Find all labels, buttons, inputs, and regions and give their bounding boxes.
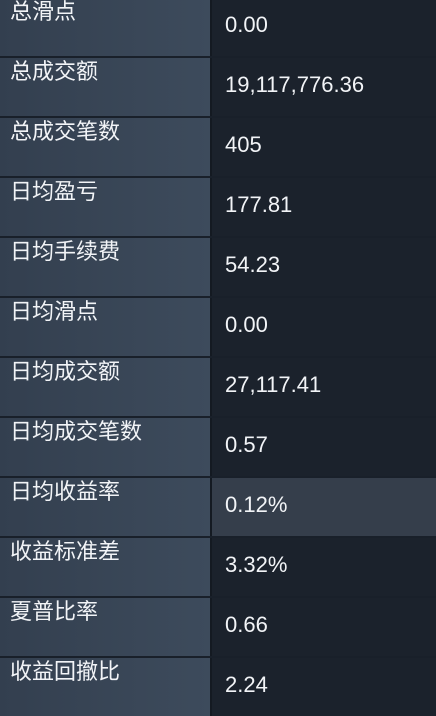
stat-label: 日均成交笔数 [0, 418, 212, 476]
stat-label: 日均手续费 [0, 238, 212, 296]
stat-value: 0.00 [212, 0, 436, 56]
stat-value: 54.23 [212, 238, 436, 296]
stat-label: 总成交额 [0, 58, 212, 116]
stat-value: 19,117,776.36 [212, 58, 436, 116]
stat-value: 177.81 [212, 178, 436, 236]
stat-row-return-drawdown-ratio: 收益回撤比 2.24 [0, 658, 436, 716]
stat-label: 日均滑点 [0, 298, 212, 356]
stat-row-sharpe-ratio: 夏普比率 0.66 [0, 598, 436, 656]
stat-label: 夏普比率 [0, 598, 212, 656]
stat-row-daily-trades: 日均成交笔数 0.57 [0, 418, 436, 476]
stat-label: 日均收益率 [0, 478, 212, 536]
stat-value: 27,117.41 [212, 358, 436, 416]
stat-label: 总滑点 [0, 0, 212, 56]
stat-value: 405 [212, 118, 436, 176]
stat-row-daily-pnl: 日均盈亏 177.81 [0, 178, 436, 236]
stat-label: 收益回撤比 [0, 658, 212, 716]
stat-label: 日均盈亏 [0, 178, 212, 236]
stat-label: 日均成交额 [0, 358, 212, 416]
stat-row-total-trades: 总成交笔数 405 [0, 118, 436, 176]
stat-value: 0.12% [212, 478, 436, 536]
stat-value: 0.66 [212, 598, 436, 656]
stat-label: 收益标准差 [0, 538, 212, 596]
stat-value: 0.57 [212, 418, 436, 476]
stat-row-daily-return: 日均收益率 0.12% [0, 478, 436, 536]
stat-value: 2.24 [212, 658, 436, 716]
stat-value: 3.32% [212, 538, 436, 596]
stat-label: 总成交笔数 [0, 118, 212, 176]
stat-row-daily-slippage: 日均滑点 0.00 [0, 298, 436, 356]
stat-row-total-turnover: 总成交额 19,117,776.36 [0, 58, 436, 116]
stat-value: 0.00 [212, 298, 436, 356]
stat-row-return-std: 收益标准差 3.32% [0, 538, 436, 596]
stat-row-daily-turnover: 日均成交额 27,117.41 [0, 358, 436, 416]
stat-row-total-slippage: 总滑点 0.00 [0, 0, 436, 56]
stat-row-daily-commission: 日均手续费 54.23 [0, 238, 436, 296]
